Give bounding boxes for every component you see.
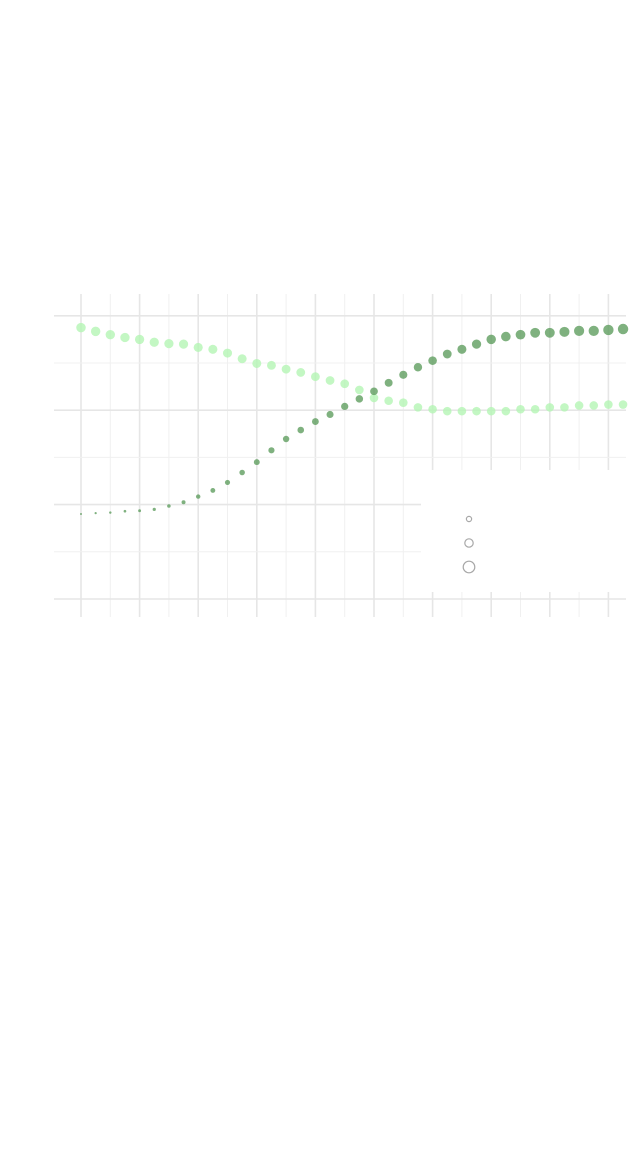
series-2-point bbox=[486, 334, 496, 345]
series-1-point bbox=[369, 393, 379, 403]
legend-background bbox=[421, 470, 626, 592]
series-2-point bbox=[268, 447, 275, 454]
series-2-point bbox=[167, 504, 171, 508]
series-1-point bbox=[120, 332, 130, 343]
series-1-point bbox=[442, 406, 452, 416]
series-2-point bbox=[109, 511, 112, 514]
series-1-point bbox=[178, 339, 189, 349]
series-1-point bbox=[208, 344, 218, 354]
series-2-point bbox=[603, 324, 614, 336]
series-2-point bbox=[138, 509, 142, 513]
series-2-point bbox=[152, 507, 156, 511]
series-2-point bbox=[341, 402, 349, 411]
series-2-point bbox=[181, 500, 186, 505]
series-2-point bbox=[530, 327, 541, 338]
legend-size-keys bbox=[462, 515, 476, 574]
series-1-point bbox=[355, 385, 364, 395]
series-2 bbox=[80, 323, 629, 516]
series-2-point bbox=[195, 494, 201, 499]
series-2-point bbox=[428, 356, 437, 365]
series-2-point bbox=[253, 459, 260, 466]
legend-size-key bbox=[465, 515, 473, 523]
series-2-point bbox=[282, 435, 290, 443]
series-1-point bbox=[325, 376, 335, 385]
legend-size-key bbox=[464, 538, 474, 548]
series-2-point bbox=[311, 418, 319, 425]
series-2-point bbox=[384, 378, 393, 387]
series-1-point bbox=[134, 334, 145, 345]
series-2-point bbox=[471, 339, 482, 349]
series-2-point bbox=[574, 325, 585, 336]
series-2-point bbox=[559, 326, 570, 337]
series-1-point bbox=[237, 354, 247, 364]
series-1-point bbox=[164, 339, 174, 349]
series-1-point bbox=[530, 404, 540, 414]
series-1-point bbox=[193, 342, 203, 352]
series-1-point bbox=[76, 322, 86, 333]
series-1-point bbox=[604, 400, 613, 409]
series-1-point bbox=[296, 368, 306, 377]
series-2-point bbox=[80, 513, 82, 516]
series-1-point bbox=[340, 379, 350, 389]
data-points bbox=[76, 322, 629, 516]
series-1-point bbox=[267, 360, 276, 370]
series-1-point bbox=[589, 401, 599, 410]
series-1-point bbox=[428, 404, 437, 414]
series-2-point bbox=[617, 323, 629, 335]
series-1-point bbox=[486, 406, 496, 416]
series-2-point bbox=[515, 329, 526, 340]
series-2-point bbox=[501, 331, 511, 342]
series-2-point bbox=[413, 363, 423, 372]
series-2-point bbox=[370, 387, 378, 396]
series-1-point bbox=[399, 398, 408, 407]
series-1-point bbox=[384, 396, 393, 406]
series-2-point bbox=[224, 479, 231, 486]
series-1 bbox=[76, 322, 628, 416]
series-1-point bbox=[281, 364, 291, 374]
series-1-point bbox=[501, 406, 511, 416]
series-1-point bbox=[545, 403, 555, 412]
series-2-point bbox=[355, 395, 364, 403]
series-2-point bbox=[94, 511, 97, 515]
series-1-point bbox=[252, 358, 262, 368]
series-2-point bbox=[297, 426, 305, 434]
series-2-point bbox=[123, 509, 127, 513]
series-1-point bbox=[105, 329, 116, 340]
series-1-point bbox=[472, 406, 481, 416]
series-2-point bbox=[239, 469, 245, 476]
series-2-point bbox=[457, 344, 467, 354]
series-1-point bbox=[516, 404, 525, 414]
series-1-point bbox=[149, 337, 159, 347]
series-2-point bbox=[544, 327, 555, 338]
series-1-point bbox=[311, 372, 320, 382]
series-2-point bbox=[399, 370, 408, 379]
legend bbox=[421, 470, 626, 592]
series-1-point bbox=[413, 403, 423, 412]
legend-size-key bbox=[462, 560, 476, 574]
series-1-point bbox=[222, 348, 233, 358]
series-1-point bbox=[457, 406, 467, 416]
series-2-point bbox=[210, 488, 216, 493]
series-2-point bbox=[326, 410, 334, 418]
series-2-point bbox=[442, 349, 452, 359]
series-1-point bbox=[90, 326, 101, 337]
series-1-point bbox=[560, 403, 569, 412]
series-1-point bbox=[574, 401, 584, 410]
series-1-point bbox=[618, 400, 628, 409]
series-2-point bbox=[588, 325, 599, 337]
